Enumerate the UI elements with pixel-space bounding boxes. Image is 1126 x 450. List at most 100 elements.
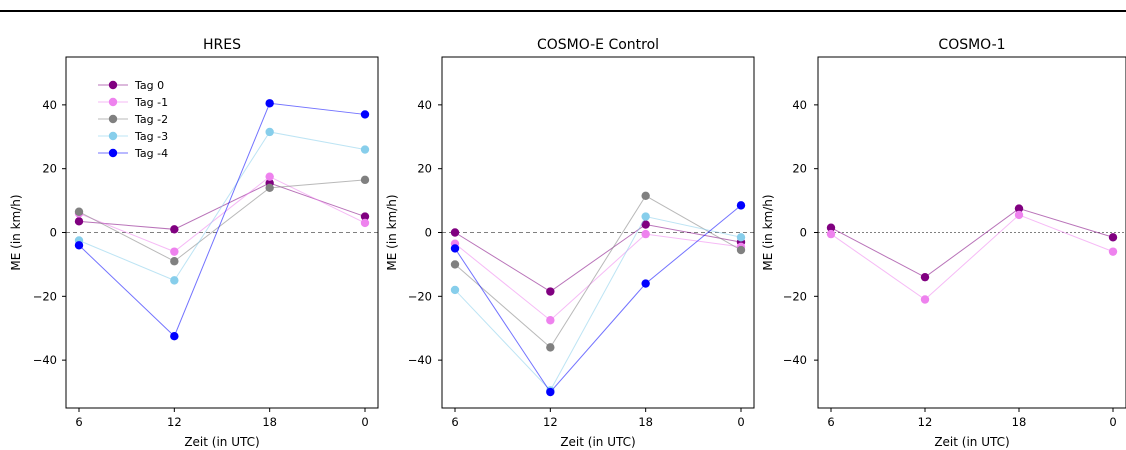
series-line: [78, 179, 366, 262]
series-line: [830, 208, 1114, 278]
data-point: [450, 244, 460, 253]
chart-title: HRES: [203, 37, 241, 53]
data-point: [546, 287, 555, 296]
y-tick-label: −20: [783, 289, 807, 303]
data-point: [450, 285, 460, 295]
data-point: [1014, 210, 1024, 220]
data-point: [546, 387, 555, 397]
series-line: [454, 223, 742, 293]
data-point: [360, 175, 370, 185]
series-line: [78, 102, 366, 338]
legend-label: Tag -2: [134, 113, 168, 126]
data-point: [265, 127, 274, 137]
data-point: [826, 223, 836, 232]
data-point: [641, 279, 650, 288]
y-tick-label: 20: [42, 162, 57, 176]
data-point: [74, 217, 84, 226]
y-tick-label: −40: [33, 353, 57, 367]
y-tick-label: 20: [792, 162, 807, 176]
chart-panel-1: HRES −40 −20 0 20 40 6 12 18 0 Zeit (in UTC) ME (in…: [9, 37, 379, 449]
series-line: [454, 233, 742, 321]
x-tick-label: 6: [75, 415, 82, 429]
y-axis-label: ME (in km/h): [761, 194, 775, 270]
x-tick-label: 0: [361, 415, 368, 429]
chart-panel-2: COSMO-E Control −40 −20 0 20 40 6 12 18 0 Zeit (in…: [385, 37, 755, 449]
data-point: [360, 145, 370, 154]
y-tick-label: −40: [408, 353, 432, 367]
y-axis-label: ME (in km/h): [385, 194, 399, 270]
x-axis-label: Zeit (in UTC): [560, 435, 635, 449]
data-point: [170, 257, 179, 266]
legend-label: Tag 0: [134, 79, 164, 92]
y-tick-label: −20: [408, 289, 432, 303]
y-tick-label: 0: [800, 226, 807, 240]
data-point: [265, 99, 274, 108]
chart-title: COSMO-1: [938, 37, 1005, 53]
data-point: [736, 201, 746, 210]
x-tick-label: 12: [918, 415, 933, 429]
data-point: [170, 276, 179, 285]
data-point: [360, 218, 370, 228]
data-point: [546, 316, 555, 325]
x-tick-label: 0: [737, 415, 744, 429]
y-tick-label: −40: [783, 353, 807, 367]
data-point: [641, 212, 650, 221]
y-tick-label: 0: [50, 226, 57, 240]
x-tick-label: 12: [167, 415, 182, 429]
data-point: [546, 343, 555, 352]
legend-label: Tag -4: [134, 147, 168, 160]
legend-marker: [108, 114, 118, 124]
x-tick-label: 18: [638, 415, 653, 429]
y-tick-label: 40: [417, 98, 432, 112]
legend-label: Tag -1: [134, 96, 168, 109]
legend-marker: [108, 97, 118, 107]
y-tick-label: −20: [33, 289, 57, 303]
series-line: [454, 204, 742, 393]
y-axis-label: ME (in km/h): [9, 194, 23, 270]
data-point: [736, 245, 746, 255]
x-tick-label: 18: [1012, 415, 1027, 429]
data-point: [170, 332, 179, 341]
series-line: [78, 176, 366, 253]
x-tick-label: 6: [451, 415, 458, 429]
data-point: [74, 241, 84, 250]
data-point: [641, 229, 650, 239]
series-line: [454, 195, 742, 349]
data-point: [736, 233, 746, 242]
data-point: [450, 260, 460, 269]
series-line: [830, 214, 1114, 301]
series-line: [454, 215, 742, 392]
data-point: [641, 191, 650, 201]
x-axis-label: Zeit (in UTC): [934, 435, 1009, 449]
top-rule: [0, 10, 1126, 12]
data-point: [1108, 247, 1118, 256]
data-point: [360, 212, 370, 221]
data-point: [170, 225, 179, 234]
data-point: [1014, 204, 1024, 213]
x-axis-label: Zeit (in UTC): [184, 435, 259, 449]
legend: Tag 0 Tag -1 Tag -2 Tag -3 Tag -4: [98, 79, 168, 160]
data-point: [360, 110, 370, 119]
legend-marker: [108, 148, 118, 158]
legend-label: Tag -3: [134, 130, 168, 143]
data-point: [826, 229, 836, 239]
data-point: [641, 220, 650, 229]
chart-title: COSMO-E Control: [537, 37, 659, 53]
legend-marker: [108, 80, 118, 90]
chart-panel-3: COSMO-1 −40 −20 0 20 40 6 12 18 0 Zeit (in UTC) ME …: [761, 37, 1126, 449]
x-tick-label: 12: [543, 415, 558, 429]
data-point: [1108, 233, 1118, 242]
data-point: [920, 272, 930, 282]
data-point: [170, 247, 179, 256]
data-point: [920, 295, 930, 304]
data-point: [265, 172, 274, 181]
x-tick-label: 0: [1109, 415, 1116, 429]
data-point: [74, 207, 84, 216]
series-line: [78, 131, 366, 281]
y-tick-label: 40: [792, 98, 807, 112]
y-tick-label: 20: [417, 162, 432, 176]
x-tick-label: 6: [827, 415, 834, 429]
y-tick-label: 40: [42, 98, 57, 112]
legend-marker: [108, 131, 118, 141]
